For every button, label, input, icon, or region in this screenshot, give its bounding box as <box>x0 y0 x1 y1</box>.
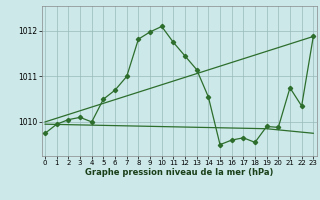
X-axis label: Graphe pression niveau de la mer (hPa): Graphe pression niveau de la mer (hPa) <box>85 168 273 177</box>
